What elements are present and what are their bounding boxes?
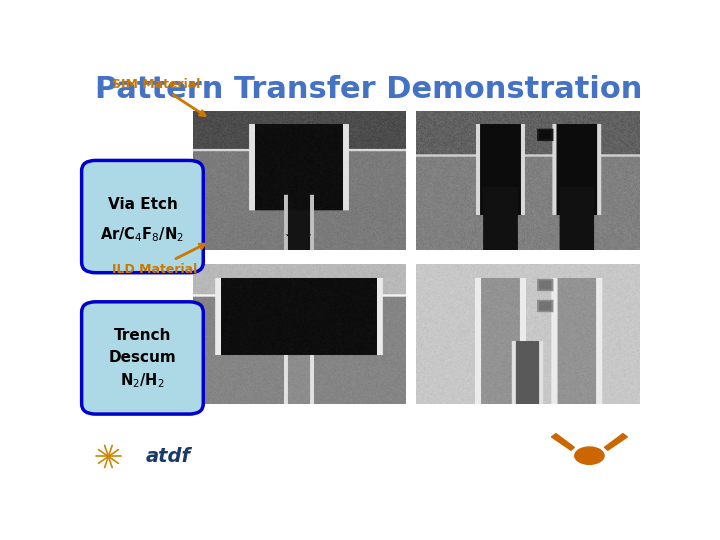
Polygon shape — [552, 434, 575, 450]
Text: ILD Material: ILD Material — [112, 244, 204, 276]
FancyBboxPatch shape — [81, 302, 203, 414]
Text: N$_2$/H$_2$: N$_2$/H$_2$ — [120, 372, 165, 390]
FancyBboxPatch shape — [81, 160, 203, 273]
Text: Via Etch: Via Etch — [107, 197, 177, 212]
Text: Pattern Transfer Demonstration: Pattern Transfer Demonstration — [95, 75, 643, 104]
Text: SIM Material: SIM Material — [112, 78, 205, 116]
Text: Ar/C$_4$F$_8$/N$_2$: Ar/C$_4$F$_8$/N$_2$ — [101, 226, 184, 244]
Text: Trench: Trench — [114, 328, 171, 342]
Text: Descum: Descum — [109, 350, 176, 366]
Ellipse shape — [574, 446, 605, 465]
Polygon shape — [605, 434, 627, 450]
Text: atdf: atdf — [145, 447, 191, 466]
